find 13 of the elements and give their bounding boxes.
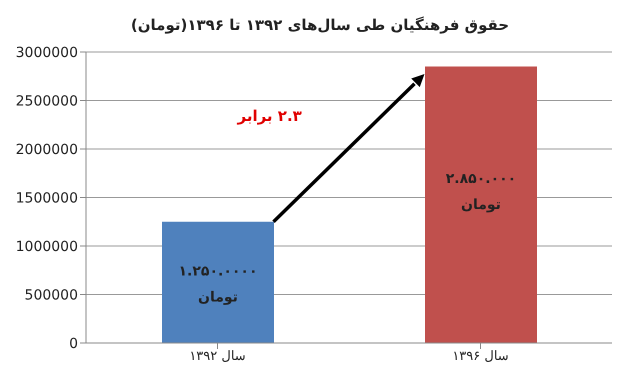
y-tick-label: 1000000: [16, 238, 78, 255]
y-tick-label: 0: [69, 336, 78, 352]
annotation: ۲.۳ برابر: [238, 107, 302, 125]
data-label: ۲.۸۵۰.۰۰۰ تومان: [446, 170, 516, 213]
y-tick-label: 500000: [24, 287, 78, 304]
y-tick-label: 1500000: [16, 190, 78, 206]
chart-title: حقوق فرهنگیان طی سال‌های ۱۳۹۲ تا ۱۳۹۶(تومان): [130, 16, 510, 34]
y-tick-label: 2000000: [16, 142, 78, 158]
data-label: ۱.۲۵۰.۰۰۰۰ تومان: [178, 263, 258, 306]
y-tick-label: 3000000: [16, 44, 78, 61]
y-tick-label: 2500000: [16, 93, 78, 110]
x-tick-label: سال ۱۳۹۶: [452, 349, 509, 364]
x-tick-label: سال ۱۳۹۲: [189, 349, 246, 364]
